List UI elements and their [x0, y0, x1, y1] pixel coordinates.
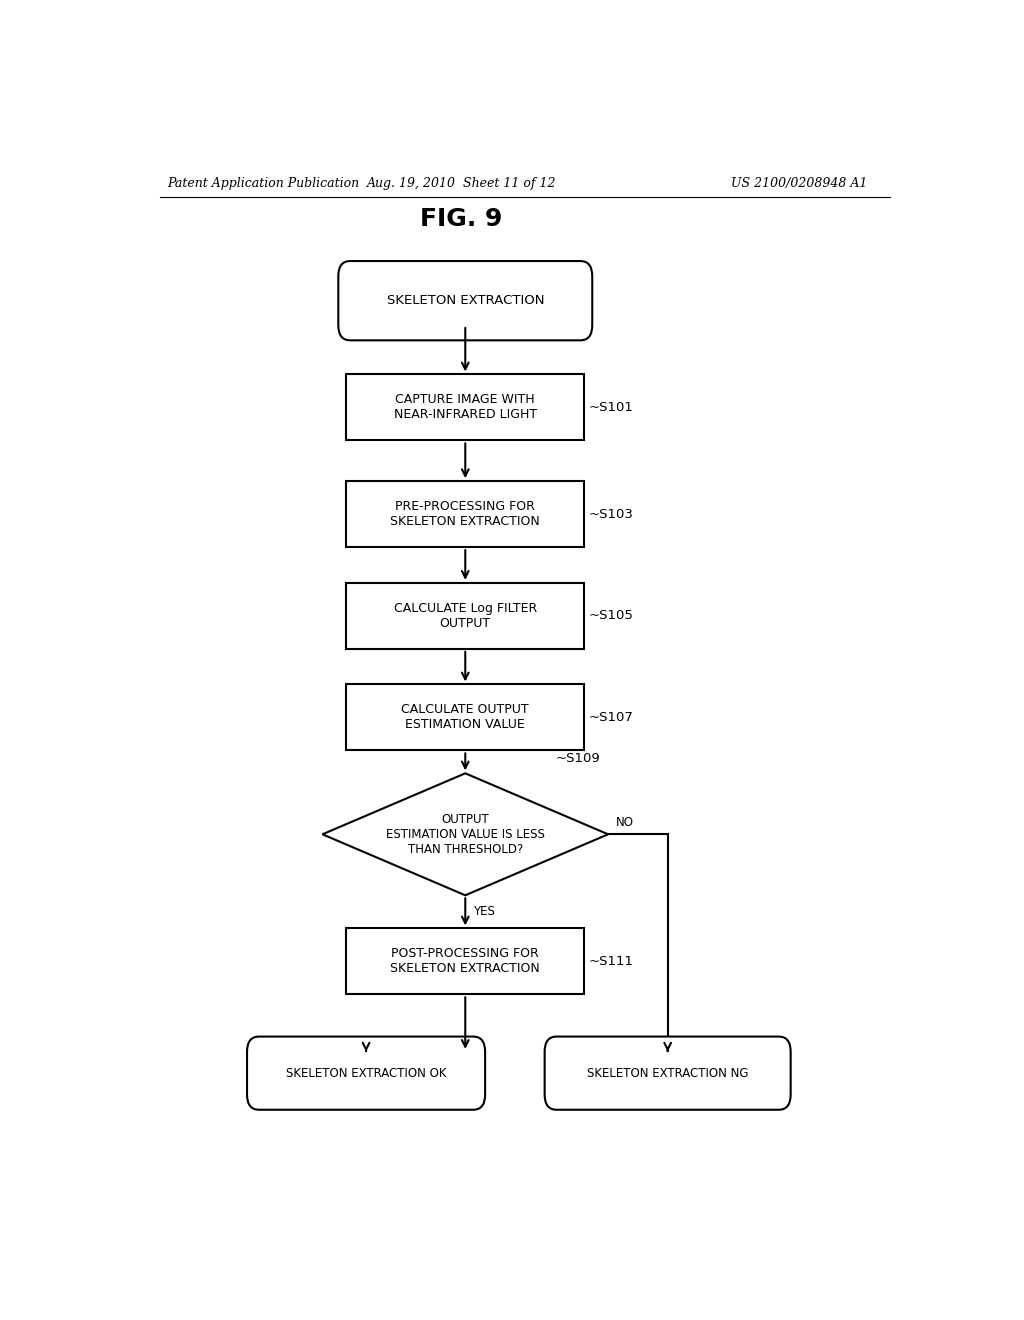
Text: CALCULATE OUTPUT
ESTIMATION VALUE: CALCULATE OUTPUT ESTIMATION VALUE: [401, 704, 529, 731]
Text: CAPTURE IMAGE WITH
NEAR-INFRARED LIGHT: CAPTURE IMAGE WITH NEAR-INFRARED LIGHT: [393, 393, 537, 421]
Text: ~S111: ~S111: [588, 954, 633, 968]
Text: YES: YES: [473, 906, 495, 919]
FancyBboxPatch shape: [247, 1036, 485, 1110]
Text: Aug. 19, 2010  Sheet 11 of 12: Aug. 19, 2010 Sheet 11 of 12: [367, 177, 556, 190]
Text: Patent Application Publication: Patent Application Publication: [168, 177, 359, 190]
Bar: [346, 480, 585, 548]
Text: POST-PROCESSING FOR
SKELETON EXTRACTION: POST-PROCESSING FOR SKELETON EXTRACTION: [390, 948, 540, 975]
Text: ~S105: ~S105: [588, 610, 633, 622]
FancyBboxPatch shape: [545, 1036, 791, 1110]
Bar: [346, 684, 585, 751]
Text: FIG. 9: FIG. 9: [420, 207, 503, 231]
Text: ~S103: ~S103: [588, 508, 633, 520]
Text: CALCULATE Log FILTER
OUTPUT: CALCULATE Log FILTER OUTPUT: [393, 602, 537, 630]
Text: SKELETON EXTRACTION: SKELETON EXTRACTION: [386, 294, 544, 308]
Text: ~S107: ~S107: [588, 711, 633, 723]
Text: PRE-PROCESSING FOR
SKELETON EXTRACTION: PRE-PROCESSING FOR SKELETON EXTRACTION: [390, 500, 540, 528]
Bar: [346, 375, 585, 441]
Text: SKELETON EXTRACTION NG: SKELETON EXTRACTION NG: [587, 1067, 749, 1080]
Bar: [346, 928, 585, 994]
Polygon shape: [323, 774, 608, 895]
Text: OUTPUT
ESTIMATION VALUE IS LESS
THAN THRESHOLD?: OUTPUT ESTIMATION VALUE IS LESS THAN THR…: [386, 813, 545, 855]
Text: SKELETON EXTRACTION OK: SKELETON EXTRACTION OK: [286, 1067, 446, 1080]
Text: NO: NO: [616, 816, 634, 829]
FancyBboxPatch shape: [338, 261, 592, 341]
Text: ~S109: ~S109: [555, 752, 600, 766]
Text: US 2100/0208948 A1: US 2100/0208948 A1: [731, 177, 867, 190]
Text: ~S101: ~S101: [588, 401, 633, 414]
Bar: [346, 582, 585, 649]
